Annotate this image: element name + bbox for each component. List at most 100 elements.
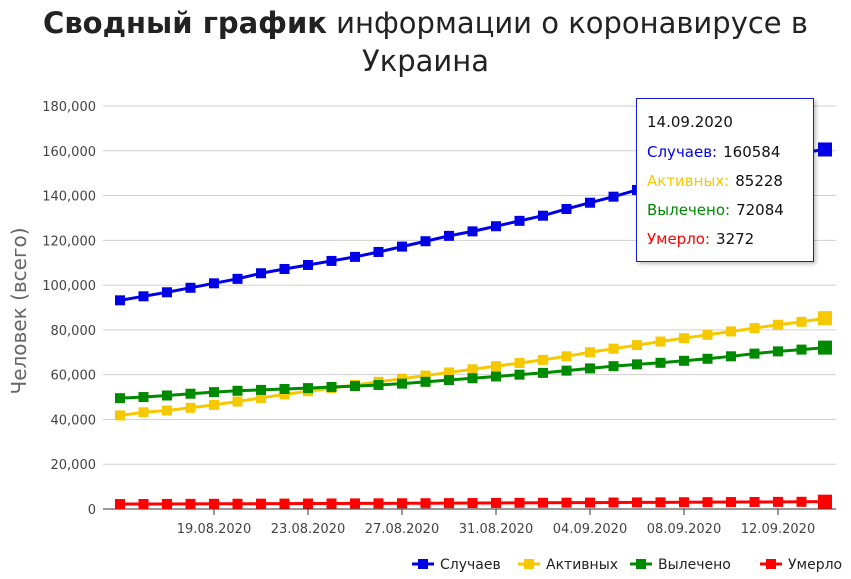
data-point[interactable]: [373, 246, 384, 257]
data-point[interactable]: [115, 499, 125, 510]
data-point[interactable]: [138, 291, 149, 302]
data-point[interactable]: [256, 384, 266, 395]
data-point[interactable]: [350, 498, 360, 509]
data-point[interactable]: [702, 329, 713, 340]
data-point[interactable]: [138, 392, 149, 403]
data-point[interactable]: [538, 354, 548, 365]
data-point[interactable]: [279, 498, 290, 509]
data-point[interactable]: [232, 273, 243, 284]
data-point[interactable]: [138, 407, 149, 418]
data-point[interactable]: [561, 497, 572, 508]
data-point[interactable]: [655, 336, 666, 347]
data-point[interactable]: [303, 259, 313, 270]
data-point[interactable]: [279, 389, 290, 400]
data-point[interactable]: [373, 498, 384, 509]
data-point[interactable]: [726, 351, 736, 362]
data-point[interactable]: [279, 263, 290, 274]
data-point[interactable]: [749, 496, 760, 507]
data-point[interactable]: [655, 497, 666, 508]
data-point[interactable]: [256, 498, 266, 509]
data-point[interactable]: [632, 359, 642, 370]
data-point[interactable]: [608, 361, 619, 372]
data-point[interactable]: [796, 344, 807, 355]
data-point[interactable]: [679, 355, 689, 366]
data-point[interactable]: [444, 498, 454, 509]
data-point[interactable]: [138, 499, 149, 510]
data-point[interactable]: [185, 388, 196, 399]
data-point[interactable]: [796, 496, 807, 507]
data-point[interactable]: [514, 369, 525, 380]
data-point[interactable]: [726, 326, 736, 337]
data-point[interactable]: [420, 498, 431, 509]
data-point[interactable]: [632, 340, 642, 351]
data-point[interactable]: [655, 357, 666, 368]
data-point[interactable]: [420, 370, 431, 381]
legend-item-Вылечено[interactable]: Вылечено: [630, 557, 731, 573]
data-point[interactable]: [397, 498, 407, 509]
legend-item-Умерло[interactable]: Умерло: [760, 557, 842, 573]
data-point[interactable]: [209, 278, 219, 289]
data-point[interactable]: [326, 498, 337, 509]
data-point[interactable]: [232, 498, 243, 509]
data-point[interactable]: [162, 390, 172, 401]
series-Активных[interactable]: [115, 311, 832, 421]
data-point[interactable]: [561, 365, 572, 376]
data-point[interactable]: [115, 393, 125, 404]
legend-item-Активных[interactable]: Активных: [518, 557, 618, 573]
data-point[interactable]: [444, 375, 454, 386]
data-point[interactable]: [491, 371, 501, 382]
data-point[interactable]: [467, 226, 478, 237]
data-point[interactable]: [749, 323, 760, 334]
data-point[interactable]: [232, 385, 243, 396]
data-point[interactable]: [608, 191, 619, 202]
data-point[interactable]: [818, 311, 832, 326]
data-point[interactable]: [818, 340, 832, 355]
data-point[interactable]: [467, 373, 478, 384]
series-Вылечено[interactable]: [115, 340, 832, 404]
data-point[interactable]: [679, 497, 689, 508]
data-point[interactable]: [702, 497, 713, 508]
data-point[interactable]: [162, 405, 172, 416]
data-point[interactable]: [232, 396, 243, 407]
data-point[interactable]: [491, 221, 501, 232]
data-point[interactable]: [491, 361, 501, 372]
data-point[interactable]: [585, 497, 595, 508]
data-point[interactable]: [444, 367, 454, 378]
series-Умерло[interactable]: [115, 494, 832, 510]
data-point[interactable]: [420, 236, 431, 247]
data-point[interactable]: [350, 251, 360, 262]
data-point[interactable]: [256, 392, 266, 403]
data-point[interactable]: [467, 498, 478, 509]
data-point[interactable]: [467, 364, 478, 375]
data-point[interactable]: [444, 230, 454, 241]
data-point[interactable]: [585, 363, 595, 374]
data-point[interactable]: [209, 498, 219, 509]
data-point[interactable]: [279, 383, 290, 394]
legend-item-Случаев[interactable]: Случаев: [412, 557, 501, 573]
data-point[interactable]: [420, 376, 431, 387]
data-point[interactable]: [679, 333, 689, 344]
data-point[interactable]: [608, 497, 619, 508]
data-point[interactable]: [773, 346, 783, 357]
data-point[interactable]: [796, 316, 807, 327]
data-point[interactable]: [303, 498, 313, 509]
data-point[interactable]: [326, 381, 337, 392]
data-point[interactable]: [115, 410, 125, 421]
data-point[interactable]: [726, 497, 736, 508]
data-point[interactable]: [585, 197, 595, 208]
data-point[interactable]: [397, 241, 407, 252]
data-point[interactable]: [185, 282, 196, 293]
data-point[interactable]: [209, 387, 219, 398]
data-point[interactable]: [209, 399, 219, 410]
data-point[interactable]: [162, 287, 172, 298]
data-point[interactable]: [162, 498, 172, 509]
data-point[interactable]: [773, 496, 783, 507]
data-point[interactable]: [538, 367, 548, 378]
data-point[interactable]: [561, 351, 572, 362]
data-point[interactable]: [491, 497, 501, 508]
data-point[interactable]: [514, 497, 525, 508]
data-point[interactable]: [818, 142, 832, 157]
data-point[interactable]: [538, 497, 548, 508]
data-point[interactable]: [373, 379, 384, 390]
data-point[interactable]: [303, 383, 313, 394]
